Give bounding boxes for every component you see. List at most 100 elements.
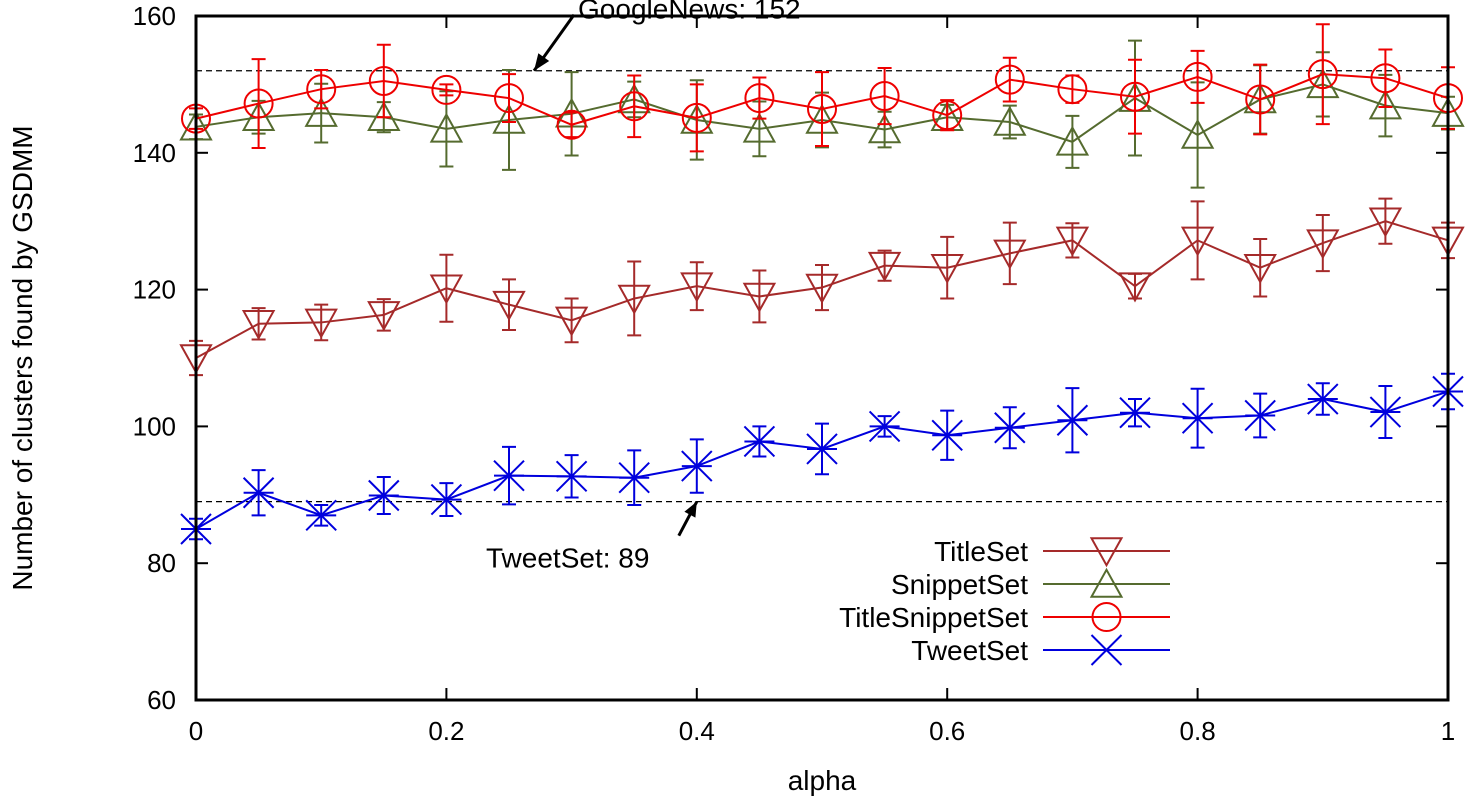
error-bar: [439, 83, 454, 97]
y-tick-label: 100: [133, 411, 176, 441]
error-bar: [1378, 48, 1393, 108]
error-bar: [1002, 221, 1017, 286]
data-point: [243, 88, 274, 119]
data-point: [869, 81, 900, 112]
data-point: [368, 479, 400, 512]
data-point: [619, 91, 650, 122]
x-tick-label: 0.4: [679, 716, 715, 746]
data-point: [1369, 396, 1402, 428]
data-point: [1180, 226, 1215, 257]
legend-item-titlesnippetset: TitleSnippetSet: [839, 602, 1170, 633]
error-bar: [1253, 237, 1268, 298]
error-bar: [1065, 114, 1080, 169]
annotation-arrowhead: [684, 501, 697, 518]
y-axis-title: Number of clusters found by GSDMM: [7, 125, 38, 590]
y-tick-label: 80: [147, 548, 176, 578]
data-point: [304, 308, 338, 339]
data-point: [306, 74, 337, 105]
data-point: [930, 253, 964, 285]
error-bar: [376, 43, 391, 119]
data-point: [867, 251, 902, 282]
error-bar: [251, 58, 266, 150]
data-point: [805, 273, 839, 304]
data-point: [1370, 63, 1401, 94]
legend-item-titleset: TitleSet: [934, 536, 1170, 568]
x-tick-label: 0.2: [428, 716, 464, 746]
error-bar: [627, 74, 642, 139]
error-bar: [439, 253, 454, 323]
error-bar: [314, 69, 329, 110]
data-point: [431, 74, 462, 105]
data-point: [993, 239, 1027, 270]
plot-frame: [194, 14, 1450, 702]
error-bar: [815, 71, 829, 147]
error-bar: [1065, 222, 1080, 259]
series-titleset: [179, 197, 1465, 377]
data-point: [241, 310, 276, 341]
data-series: [179, 23, 1465, 545]
error-bar: [940, 235, 955, 300]
y-tick-label: 160: [133, 1, 176, 31]
data-point: [1055, 226, 1090, 257]
data-point: [681, 450, 713, 482]
x-tick-label: 0.8: [1180, 716, 1216, 746]
error-bar: [502, 73, 516, 124]
data-point: [1056, 404, 1089, 436]
tweetset-annotation-label: TweetSet: 89: [486, 543, 649, 574]
data-point: [1244, 399, 1276, 432]
legend-label: TweetSet: [911, 635, 1028, 666]
x-tick-label: 0: [189, 716, 203, 746]
data-point: [1306, 229, 1340, 260]
data-point: [429, 112, 464, 143]
data-point: [494, 83, 524, 114]
data-point: [242, 477, 275, 509]
legend-item-snippetset: SnippetSet: [891, 567, 1170, 600]
data-point: [555, 460, 588, 493]
error-bar: [940, 99, 955, 132]
data-point: [1181, 402, 1214, 434]
legend-marker: [1091, 602, 1122, 632]
annotations: GoogleNews: 152 TweetSet: 89: [486, 0, 801, 574]
data-point: [554, 306, 589, 337]
x-tick-label: 1: [1441, 716, 1455, 746]
series-titlesnippetset: [181, 23, 1463, 153]
data-point: [429, 274, 464, 305]
data-point: [1180, 118, 1215, 149]
legend-marker: [1089, 567, 1124, 598]
data-point: [681, 102, 712, 133]
data-point: [492, 290, 526, 321]
x-tick-label: 0.6: [929, 716, 965, 746]
error-bar: [689, 83, 704, 153]
data-point: [1120, 81, 1150, 112]
error-bar: [1190, 200, 1205, 281]
data-point: [1119, 397, 1151, 429]
error-bar: [877, 66, 892, 126]
error-bar: [502, 278, 516, 331]
data-point: [931, 419, 963, 451]
legend: TitleSetSnippetSetTitleSnippetSetTweetSe…: [839, 536, 1170, 666]
data-point: [1055, 125, 1090, 156]
data-point: [742, 282, 777, 313]
error-bar: [1128, 58, 1142, 135]
error-bar: [1315, 214, 1330, 273]
data-point: [1243, 253, 1277, 285]
data-point: [556, 109, 587, 140]
data-point: [744, 83, 775, 114]
data-point: [305, 499, 337, 532]
data-point: [742, 112, 777, 143]
data-point: [1307, 383, 1339, 415]
data-point: [1368, 89, 1403, 120]
error-bar: [1253, 63, 1268, 136]
data-point: [1368, 207, 1403, 238]
legend-item-tweetset: TweetSet: [911, 634, 1170, 666]
data-point: [1118, 272, 1152, 303]
y-tick-label: 140: [133, 138, 176, 168]
error-bar: [1002, 104, 1017, 140]
error-bar: [627, 260, 642, 337]
data-point: [304, 96, 338, 127]
legend-label: TitleSnippetSet: [839, 602, 1028, 633]
data-point: [1307, 59, 1338, 90]
data-point: [492, 103, 526, 134]
